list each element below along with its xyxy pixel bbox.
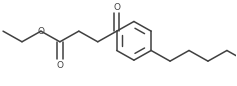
Text: O: O [56,61,63,70]
Text: O: O [113,3,120,12]
Text: O: O [37,27,44,36]
